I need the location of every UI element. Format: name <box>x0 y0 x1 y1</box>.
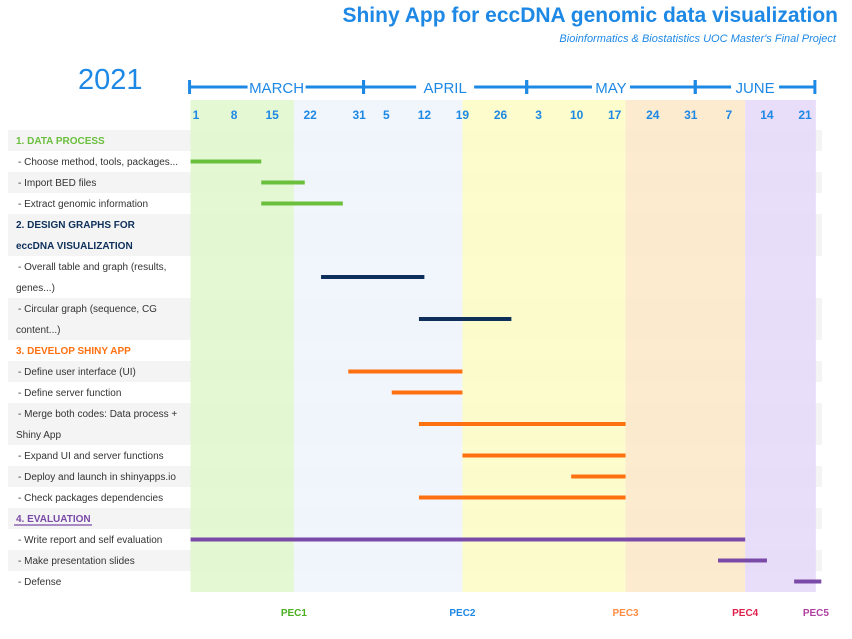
section-label: 1. DATA PROCESS <box>16 136 105 147</box>
task-label: - Define server function <box>18 388 121 399</box>
task-label: - Extract genomic information <box>18 199 148 210</box>
week-tick-label: 15 <box>265 108 279 122</box>
phase-band <box>625 100 746 592</box>
week-tick-label: 26 <box>494 108 508 122</box>
task-label: - Check packages dependencies <box>18 493 163 504</box>
month-header: MARCH APRIL MAY JUNE <box>188 80 817 97</box>
week-tick-label: 31 <box>352 108 366 122</box>
task-labels: 1. DATA PROCESS - Choose method, tools, p… <box>14 136 178 588</box>
task-label: Shiny App <box>16 430 61 441</box>
week-tick-label: 8 <box>231 108 238 122</box>
milestone-label: PEC4 <box>732 608 759 619</box>
page-subtitle: Bioinformatics & Biostatistics UOC Maste… <box>559 33 836 45</box>
task-label: - Define user interface (UI) <box>18 367 136 378</box>
week-tick-label: 22 <box>304 108 318 122</box>
phase-bands <box>190 100 816 592</box>
week-tick-label: 24 <box>646 108 660 122</box>
week-tick-label: 10 <box>570 108 584 122</box>
section-label: eccDNA VISUALIZATION <box>16 241 133 252</box>
task-label: - Circular graph (sequence, CG <box>18 304 157 315</box>
page-title: Shiny App for eccDNA genomic data visual… <box>342 4 838 27</box>
task-label: content...) <box>16 325 60 336</box>
milestone-label: PEC1 <box>281 608 308 619</box>
week-tick-label: 14 <box>760 108 774 122</box>
task-label: - Import BED files <box>18 178 96 189</box>
phase-band <box>293 100 463 592</box>
task-label: - Deploy and launch in shinyapps.io <box>18 472 176 483</box>
task-label: - Merge both codes: Data process + <box>18 409 177 420</box>
task-label: - Overall table and graph (results, <box>18 262 166 273</box>
section-label: 3. DEVELOP SHINY APP <box>16 346 131 357</box>
week-ticks: 1 8 15 22 31 5 12 19 26 3 10 17 24 31 7 14 21 <box>193 108 812 122</box>
task-bars <box>190 159 822 584</box>
month-label: APRIL <box>423 80 466 97</box>
phase-band <box>190 100 294 592</box>
section-label: 2. DESIGN GRAPHS FOR <box>16 220 136 231</box>
task-label: - Choose method, tools, packages... <box>18 157 178 168</box>
week-tick-label: 19 <box>456 108 470 122</box>
week-tick-label: 1 <box>193 108 200 122</box>
week-tick-label: 3 <box>535 108 542 122</box>
year-label: 2021 <box>78 64 143 96</box>
milestone-label: PEC3 <box>613 608 640 619</box>
week-tick-label: 17 <box>608 108 622 122</box>
task-label: - Write report and self evaluation <box>18 535 162 546</box>
task-label: - Expand UI and server functions <box>18 451 164 462</box>
task-label: - Make presentation slides <box>18 556 135 567</box>
task-label: - Defense <box>18 577 62 588</box>
milestone-labels: PEC1 PEC2 PEC3 PEC4 PEC5 <box>281 608 830 619</box>
milestone-label: PEC5 <box>803 608 830 619</box>
week-tick-label: 31 <box>684 108 698 122</box>
week-tick-label: 7 <box>726 108 733 122</box>
week-tick-label: 21 <box>798 108 812 122</box>
month-label: MARCH <box>249 80 304 97</box>
week-tick-label: 12 <box>418 108 432 122</box>
week-tick-label: 5 <box>383 108 390 122</box>
month-label: MAY <box>595 80 626 97</box>
task-label: genes...) <box>16 283 55 294</box>
milestone-label: PEC2 <box>449 608 476 619</box>
section-label: 4. EVALUATION <box>16 514 91 525</box>
month-label: JUNE <box>735 80 774 97</box>
phase-band <box>745 100 816 592</box>
phase-band <box>462 100 626 592</box>
